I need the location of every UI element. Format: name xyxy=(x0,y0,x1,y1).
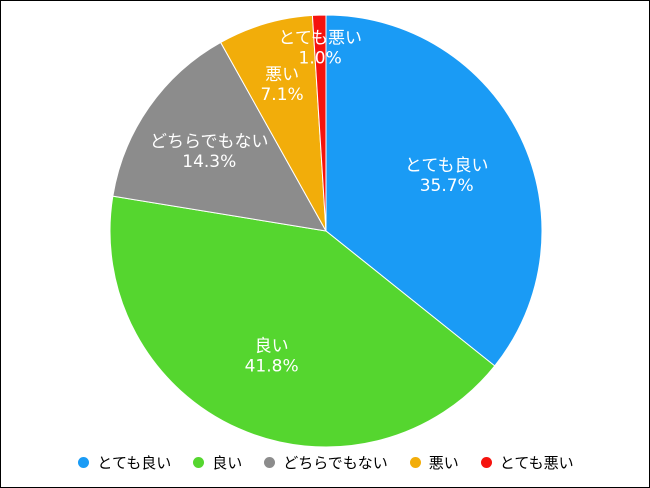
legend-swatch xyxy=(193,456,205,468)
pie-slice-3 xyxy=(112,41,327,232)
legend-label: とても悪い xyxy=(499,453,574,472)
pie-slice-2 xyxy=(109,195,496,448)
legend-label: とても良い xyxy=(97,453,172,472)
slice-value-label: 7.1% xyxy=(260,85,303,105)
legend-item: とても良い xyxy=(78,452,171,473)
slice-value-label: 14.3% xyxy=(182,152,236,172)
slice-category-label: 良い xyxy=(255,336,289,356)
legend-item: 良い xyxy=(193,452,242,473)
legend-swatch xyxy=(480,456,492,468)
pie-slices xyxy=(109,14,543,448)
slice-category-label: 悪い xyxy=(265,65,299,85)
legend: とても良い 良い どちらでもない 悪い とても悪い xyxy=(1,449,650,475)
pie-slice-5 xyxy=(311,14,327,232)
legend-label: 良い xyxy=(212,453,243,472)
slice-category-label: どちらでもない xyxy=(150,132,269,152)
legend-item: どちらでもない xyxy=(264,452,388,473)
slice-category-label: とても良い xyxy=(405,156,489,176)
slice-value-label: 1.0% xyxy=(299,48,342,68)
slice-category-label: とても悪い xyxy=(278,28,362,48)
slice-value-label: 41.8% xyxy=(245,356,299,376)
slice-value-label: 35.7% xyxy=(420,176,474,196)
legend-item: 悪い xyxy=(409,452,459,473)
legend-swatch xyxy=(264,456,276,468)
legend-item: とても悪い xyxy=(480,452,574,473)
legend-label: 悪い xyxy=(428,453,459,472)
legend-swatch xyxy=(78,456,90,468)
pie-slice-1 xyxy=(325,14,543,367)
legend-label: どちらでもない xyxy=(283,453,388,472)
legend-swatch xyxy=(409,456,421,468)
